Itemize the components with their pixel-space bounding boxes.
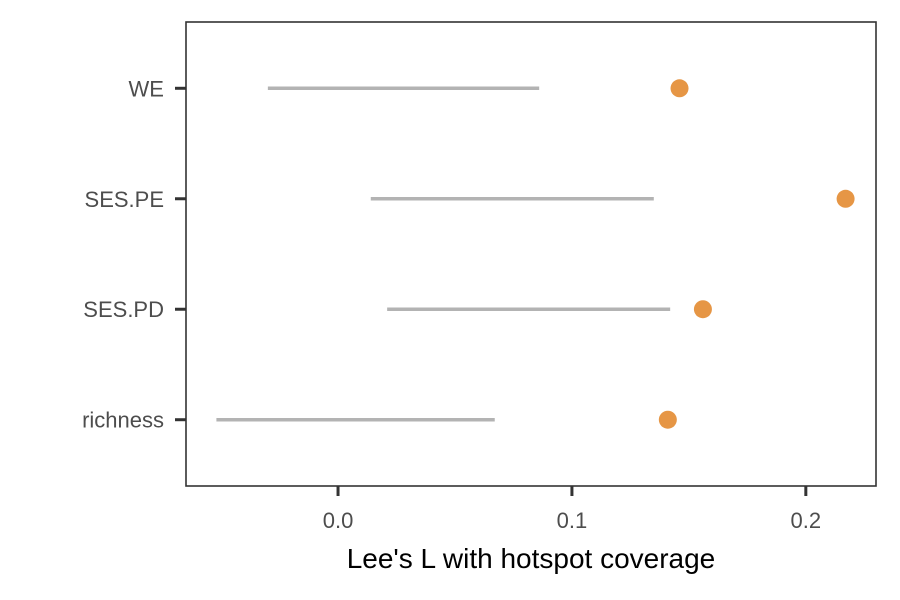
y-axis: richness SES.PD SES.PE WE	[82, 76, 186, 433]
point-ses-pe	[836, 189, 855, 208]
x-tick-label-0-2: 0.2	[791, 508, 822, 533]
point-richness	[658, 410, 677, 429]
point-group	[658, 79, 855, 429]
interval-group	[216, 86, 671, 422]
y-tick-label-richness: richness	[82, 408, 164, 433]
x-axis: 0.0 0.1 0.2	[323, 486, 821, 533]
point-we	[670, 79, 689, 98]
point-ses-pd	[693, 300, 712, 319]
x-axis-title: Lee's L with hotspot coverage	[347, 543, 716, 574]
y-tick-label-ses-pe: SES.PE	[85, 187, 164, 212]
y-tick-label-ses-pd: SES.PD	[83, 297, 164, 322]
x-tick-label-0-1: 0.1	[557, 508, 588, 533]
y-tick-label-we: WE	[129, 76, 164, 101]
x-tick-label-0-0: 0.0	[323, 508, 354, 533]
plot-panel	[185, 21, 877, 487]
